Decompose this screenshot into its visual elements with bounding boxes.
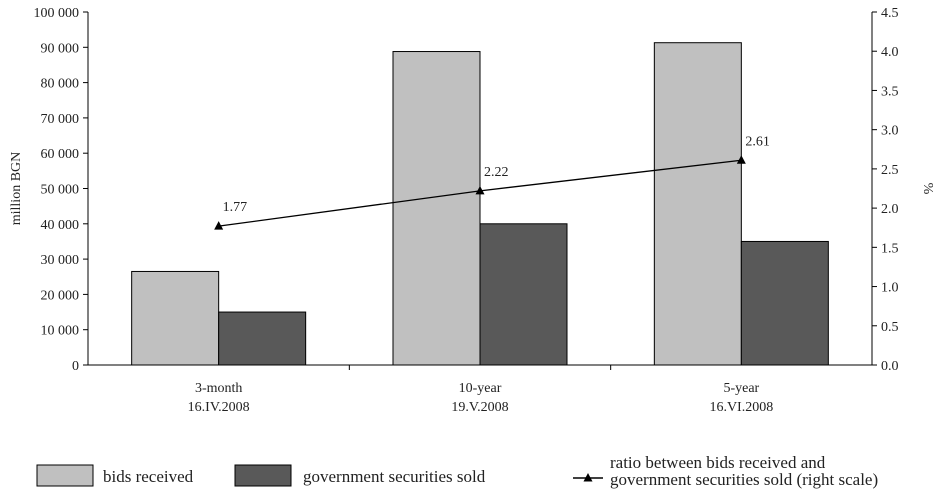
right-tick-label: 0.5 bbox=[881, 320, 899, 335]
legend: bids received government securities sold r… bbox=[36, 453, 878, 489]
legend-label-ratio: ratio between bids received and governmen… bbox=[610, 453, 878, 489]
left-tick-label: 70 000 bbox=[41, 112, 80, 127]
ratio-point bbox=[214, 221, 224, 230]
left-tick-label: 90 000 bbox=[41, 41, 80, 56]
axes: 0 10 000 20 000 30 000 40 000 50 000 60 000 70 … bbox=[9, 6, 935, 415]
bar-bids-received bbox=[653, 42, 742, 366]
left-tick-label: 80 000 bbox=[41, 77, 80, 92]
ratio-data-label: 2.22 bbox=[484, 165, 509, 180]
right-tick-label: 1.5 bbox=[881, 241, 899, 256]
left-tick-label: 60 000 bbox=[41, 147, 80, 162]
bar-bids-received bbox=[131, 270, 220, 366]
legend-swatch-securities-sold bbox=[234, 464, 292, 487]
legend-swatch-bids-received bbox=[36, 464, 94, 487]
ratio-point bbox=[736, 155, 746, 164]
y-axis-title: million BGN bbox=[9, 152, 24, 226]
left-tick-label: 30 000 bbox=[41, 253, 80, 268]
x-tick-label: 10-year 19.V.2008 bbox=[451, 381, 508, 415]
left-tick-label: 10 000 bbox=[41, 324, 80, 339]
right-tick-label: 4.0 bbox=[881, 45, 899, 60]
left-tick-label: 20 000 bbox=[41, 288, 80, 303]
bars bbox=[131, 42, 829, 366]
ratio-line: 1.77 2.22 2.61 bbox=[214, 134, 770, 230]
bar-bids-received bbox=[392, 51, 481, 366]
y2-axis-title: % bbox=[920, 183, 935, 195]
left-tick-label: 0 bbox=[72, 359, 79, 374]
ratio-data-label: 1.77 bbox=[223, 200, 248, 215]
ratio-point bbox=[475, 185, 485, 195]
right-tick-label: 1.0 bbox=[881, 281, 899, 296]
left-tick-label: 40 000 bbox=[41, 218, 80, 233]
ratio-data-label: 2.61 bbox=[745, 134, 770, 149]
right-tick-label: 4.5 bbox=[881, 6, 899, 21]
bar-securities-sold bbox=[218, 311, 307, 366]
right-tick-label: 0.0 bbox=[881, 359, 899, 374]
legend-marker-ratio bbox=[583, 473, 593, 482]
left-tick-label: 100 000 bbox=[34, 6, 80, 21]
x-tick-label: 5-year 16.VI.2008 bbox=[709, 381, 773, 415]
right-tick-label: 2.0 bbox=[881, 202, 899, 217]
right-tick-label: 3.0 bbox=[881, 124, 899, 139]
left-tick-label: 50 000 bbox=[41, 183, 80, 198]
bar-securities-sold bbox=[479, 223, 568, 366]
right-tick-label: 2.5 bbox=[881, 163, 899, 178]
x-tick-label: 3-month 16.IV.2008 bbox=[188, 381, 250, 415]
bar-securities-sold bbox=[740, 240, 829, 366]
legend-label-securities-sold: government securities sold bbox=[303, 467, 486, 486]
legend-label-bids-received: bids received bbox=[103, 467, 194, 486]
right-tick-label: 3.5 bbox=[881, 84, 899, 99]
